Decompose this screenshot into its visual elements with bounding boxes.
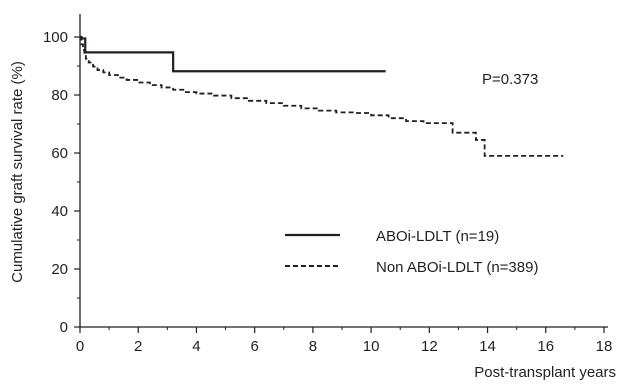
x-axis-title: Post-transplant years [474, 364, 616, 381]
x-tick-label-6: 6 [250, 338, 258, 355]
x-tick-label-18: 18 [596, 338, 613, 355]
legend-label-non-aboi: Non ABOi-LDLT (n=389) [376, 259, 538, 276]
x-tick-label-10: 10 [363, 338, 380, 355]
x-tick-label-16: 16 [537, 338, 554, 355]
x-tick-label-12: 12 [421, 338, 438, 355]
x-tick-label-2: 2 [134, 338, 142, 355]
series-layer [80, 35, 564, 157]
legend: ABOi-LDLT (n=19) Non ABOi-LDLT (n=389) [285, 228, 538, 276]
legend-label-aboi: ABOi-LDLT (n=19) [376, 228, 499, 245]
x-tick-label-14: 14 [479, 338, 496, 355]
y-tick-label-20: 20 [51, 261, 68, 278]
x-tick-label-4: 4 [192, 338, 200, 355]
p-value-annotation: P=0.373 [482, 71, 538, 88]
y-ticks: 0 20 40 60 80 100 [43, 29, 80, 336]
series-line-non-aboi [80, 36, 564, 157]
y-tick-label-60: 60 [51, 145, 68, 162]
y-axis-title: Cumulative graft survival rate (%) [9, 61, 26, 283]
y-tick-label-0: 0 [60, 319, 68, 336]
axes: 0 20 40 60 80 100 0 2 4 6 8 10 12 14 16 18 [43, 14, 612, 355]
y-tick-label-40: 40 [51, 203, 68, 220]
x-ticks: 0 2 4 6 8 10 12 14 16 18 [76, 327, 613, 355]
x-tick-label-8: 8 [309, 338, 317, 355]
y-tick-label-100: 100 [43, 29, 68, 46]
series-line-aboi [80, 35, 386, 73]
x-tick-label-0: 0 [76, 338, 84, 355]
y-tick-label-80: 80 [51, 87, 68, 104]
